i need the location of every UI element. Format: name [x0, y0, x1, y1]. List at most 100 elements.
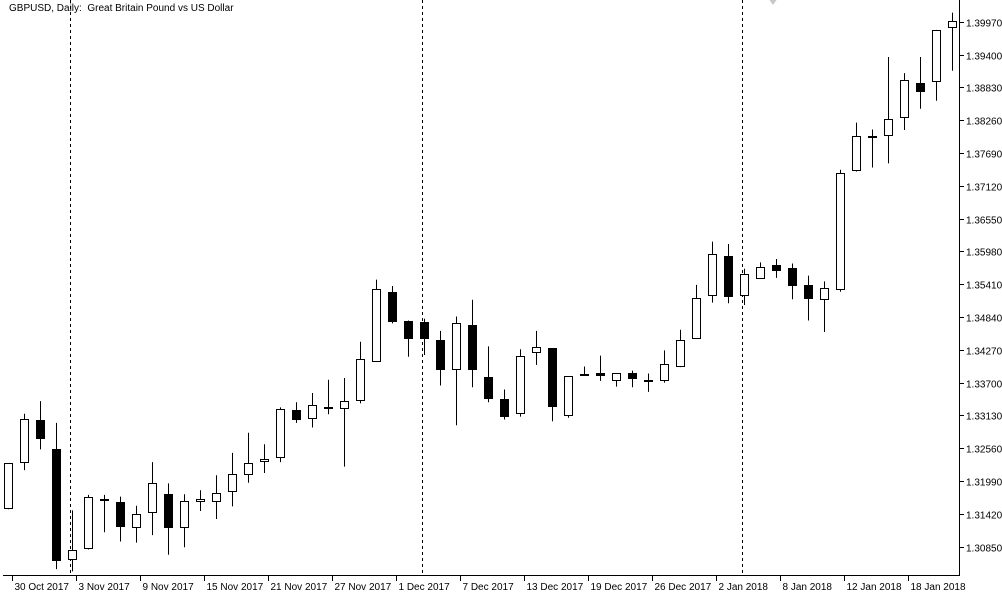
- candle-body-bear: [804, 285, 813, 299]
- candle[interactable]: [564, 376, 573, 418]
- candle[interactable]: [900, 73, 909, 131]
- candle[interactable]: [500, 389, 509, 420]
- y-axis-label: 1.34270: [966, 347, 1002, 358]
- candle[interactable]: [948, 12, 957, 71]
- candle[interactable]: [388, 285, 397, 324]
- candle[interactable]: [4, 463, 13, 510]
- candle-body-bear: [388, 292, 397, 322]
- candle[interactable]: [52, 422, 61, 570]
- candle[interactable]: [644, 373, 653, 392]
- candle[interactable]: [516, 349, 525, 417]
- candle[interactable]: [452, 316, 461, 426]
- candle[interactable]: [228, 452, 237, 507]
- candle[interactable]: [628, 370, 637, 388]
- candle[interactable]: [852, 122, 861, 172]
- candle[interactable]: [244, 432, 253, 483]
- candle[interactable]: [548, 348, 557, 422]
- candle[interactable]: [404, 320, 413, 357]
- candle[interactable]: [708, 241, 717, 303]
- candle[interactable]: [932, 29, 941, 101]
- candle[interactable]: [692, 284, 701, 339]
- candle[interactable]: [612, 373, 621, 387]
- candle[interactable]: [580, 366, 589, 376]
- y-axis-label: 1.31420: [966, 511, 1002, 522]
- candle[interactable]: [916, 56, 925, 109]
- candle[interactable]: [596, 355, 605, 381]
- candle[interactable]: [276, 407, 285, 463]
- candle[interactable]: [820, 281, 829, 333]
- candle[interactable]: [68, 510, 77, 572]
- candle-body-bear: [52, 449, 61, 561]
- candle[interactable]: [148, 462, 157, 536]
- candle-body-bear: [484, 377, 493, 399]
- candle[interactable]: [660, 350, 669, 383]
- candle[interactable]: [788, 263, 797, 300]
- candle-body-bull: [276, 409, 285, 458]
- candle[interactable]: [484, 346, 493, 403]
- candle[interactable]: [164, 483, 173, 555]
- candle[interactable]: [356, 341, 365, 404]
- candle[interactable]: [20, 413, 29, 471]
- x-axis-label: 7 Dec 2017: [463, 582, 515, 593]
- candle-body-bull: [372, 289, 381, 362]
- candle[interactable]: [724, 243, 733, 304]
- candle-body-bull: [356, 359, 365, 401]
- candle[interactable]: [180, 494, 189, 548]
- candle[interactable]: [340, 378, 349, 467]
- candle[interactable]: [804, 275, 813, 321]
- candle[interactable]: [420, 318, 429, 356]
- candle[interactable]: [196, 490, 205, 511]
- candle[interactable]: [212, 475, 221, 520]
- candle-body-bull: [900, 80, 909, 118]
- candle-body-bear: [468, 325, 477, 370]
- candle-body-bear: [724, 256, 733, 297]
- candle-body-bull: [948, 21, 957, 28]
- chart-title: GBPUSD, Daily: Great Britain Pound vs US…: [9, 3, 234, 14]
- candle[interactable]: [116, 496, 125, 542]
- candle-body-bull: [884, 119, 893, 136]
- chart-shift-marker[interactable]: [768, 0, 778, 5]
- x-axis-label: 9 Nov 2017: [143, 582, 195, 593]
- candle-body-bear: [596, 373, 605, 376]
- candle-body-bull: [148, 483, 157, 513]
- candle[interactable]: [468, 299, 477, 388]
- candle[interactable]: [308, 393, 317, 428]
- candle[interactable]: [868, 129, 877, 168]
- candle[interactable]: [772, 258, 781, 278]
- candle-body-bull: [836, 173, 845, 290]
- candle[interactable]: [36, 401, 45, 450]
- y-axis-label: 1.38260: [966, 117, 1002, 128]
- candle[interactable]: [84, 494, 93, 550]
- candle[interactable]: [292, 402, 301, 423]
- candle-body-bear: [324, 407, 333, 409]
- y-axis-label: 1.35980: [966, 248, 1002, 259]
- candle[interactable]: [836, 169, 845, 292]
- candle-body-bull: [132, 514, 141, 528]
- candle[interactable]: [436, 330, 445, 386]
- candle[interactable]: [884, 56, 893, 164]
- y-axis-label: 1.38830: [966, 84, 1002, 95]
- plot-area[interactable]: [3, 0, 960, 576]
- x-axis-label: 30 Oct 2017: [15, 582, 70, 593]
- candle-body-bear: [404, 321, 413, 339]
- candle-body-bull: [196, 499, 205, 502]
- candle[interactable]: [132, 505, 141, 543]
- y-axis-label: 1.33700: [966, 380, 1002, 391]
- candle-body-bull: [676, 340, 685, 367]
- candle-body-bull: [692, 298, 701, 339]
- candle-body-bear: [420, 322, 429, 339]
- candle[interactable]: [756, 262, 765, 279]
- candle[interactable]: [100, 494, 109, 533]
- candle[interactable]: [676, 329, 685, 368]
- candle[interactable]: [532, 330, 541, 365]
- candle[interactable]: [260, 444, 269, 473]
- candle-body-bull: [212, 493, 221, 502]
- candle[interactable]: [740, 268, 749, 305]
- x-axis-label: 2 Jan 2018: [719, 582, 769, 593]
- candle[interactable]: [372, 279, 381, 362]
- y-axis-label: 1.39400: [966, 52, 1002, 63]
- candle-body-bull: [100, 499, 109, 501]
- candle[interactable]: [324, 379, 333, 415]
